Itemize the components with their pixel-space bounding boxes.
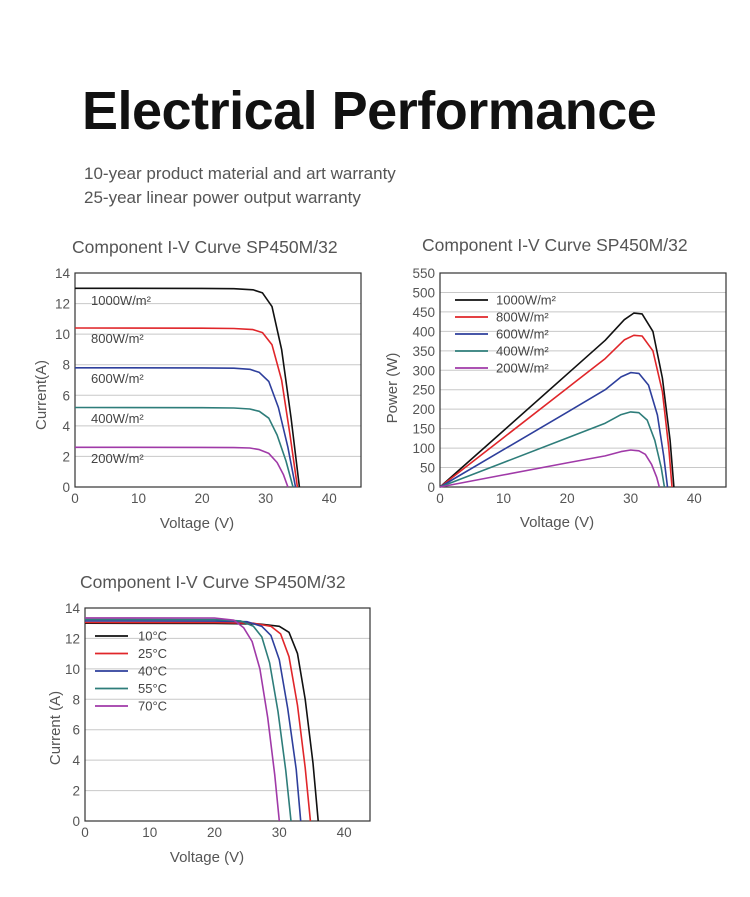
plot-frame — [439, 272, 727, 488]
plot-frame — [74, 272, 362, 488]
series-line — [439, 449, 661, 488]
y-tick-label: 0 — [72, 814, 80, 829]
y-tick-label: 150 — [412, 422, 435, 437]
legend-entry: 55°C — [138, 681, 167, 696]
x-axis-label: Voltage (V) — [160, 515, 234, 532]
series-line — [439, 312, 675, 488]
series-inline-label: 200W/m² — [91, 451, 144, 466]
y-tick-label: 2 — [72, 784, 80, 799]
y-axis-label: Power (W) — [384, 353, 401, 424]
x-tick-label: 40 — [687, 491, 702, 506]
series-line — [74, 287, 301, 488]
y-tick-label: 2 — [62, 449, 70, 464]
y-tick-label: 14 — [55, 266, 71, 281]
legend-entry: 600W/m² — [496, 327, 549, 342]
y-tick-label: 8 — [72, 692, 80, 707]
x-tick-label: 20 — [560, 491, 575, 506]
x-axis-label: Voltage (V) — [170, 849, 244, 866]
x-tick-label: 0 — [436, 491, 444, 506]
y-tick-label: 0 — [427, 480, 435, 495]
x-tick-label: 10 — [142, 825, 157, 840]
x-tick-label: 10 — [131, 491, 146, 506]
y-tick-label: 0 — [62, 480, 70, 495]
x-tick-label: 30 — [258, 491, 273, 506]
chart-2-title: Component I-V Curve SP450M/32 — [422, 235, 688, 255]
series-line — [84, 617, 281, 822]
page-title: Electrical Performance — [82, 81, 657, 141]
y-tick-label: 12 — [65, 631, 80, 646]
y-tick-label: 6 — [62, 388, 70, 403]
legend-entry: 800W/m² — [496, 310, 549, 325]
x-tick-label: 30 — [272, 825, 287, 840]
y-tick-label: 6 — [72, 723, 80, 738]
y-tick-label: 8 — [62, 358, 70, 373]
y-tick-label: 50 — [420, 461, 435, 476]
x-tick-label: 20 — [195, 491, 210, 506]
y-tick-label: 300 — [412, 363, 435, 378]
series-line — [439, 411, 666, 488]
series-line — [74, 327, 299, 488]
series-line — [84, 620, 302, 822]
x-tick-label: 40 — [322, 491, 337, 506]
series-line — [439, 334, 673, 488]
x-tick-label: 20 — [207, 825, 222, 840]
y-axis-label: Current(A) — [33, 360, 50, 430]
x-axis-label: Voltage (V) — [520, 514, 594, 531]
y-axis-label: Current (A) — [47, 691, 64, 765]
y-tick-label: 400 — [412, 324, 435, 339]
x-tick-label: 30 — [623, 491, 638, 506]
y-tick-label: 4 — [72, 753, 80, 768]
legend-entry: 25°C — [138, 646, 167, 661]
y-tick-label: 450 — [412, 305, 435, 320]
series-line — [84, 618, 292, 822]
series-line — [74, 366, 297, 488]
x-tick-label: 0 — [71, 491, 79, 506]
y-tick-label: 200 — [412, 402, 435, 417]
y-tick-label: 10 — [65, 662, 80, 677]
series-inline-label: 1000W/m² — [91, 293, 152, 308]
series-inline-label: 400W/m² — [91, 411, 144, 426]
y-tick-label: 500 — [412, 285, 435, 300]
series-inline-label: 800W/m² — [91, 331, 144, 346]
series-line — [439, 371, 669, 488]
legend-entry: 400W/m² — [496, 344, 549, 359]
legend-entry: 10°C — [138, 629, 167, 644]
series-line — [74, 406, 294, 488]
y-tick-label: 250 — [412, 383, 435, 398]
legend-entry: 70°C — [138, 699, 167, 714]
legend-entry: 200W/m² — [496, 361, 549, 376]
chart-1-title: Component I-V Curve SP450M/32 — [72, 237, 338, 257]
y-tick-label: 12 — [55, 297, 70, 312]
series-line — [74, 446, 289, 488]
y-tick-label: 14 — [65, 601, 81, 616]
x-tick-label: 40 — [337, 825, 352, 840]
warranty-power-line: 25-year linear power output warranty — [84, 188, 361, 207]
x-tick-label: 10 — [496, 491, 511, 506]
x-tick-label: 0 — [81, 825, 89, 840]
y-tick-label: 350 — [412, 344, 435, 359]
y-tick-label: 100 — [412, 441, 435, 456]
legend-entry: 1000W/m² — [496, 293, 557, 308]
series-line — [84, 621, 312, 822]
series-inline-label: 600W/m² — [91, 371, 144, 386]
plot-frame — [84, 607, 371, 822]
chart-3-title: Component I-V Curve SP450M/32 — [80, 572, 346, 592]
warranty-material-line: 10-year product material and art warrant… — [84, 164, 396, 183]
y-tick-label: 4 — [62, 419, 70, 434]
y-tick-label: 550 — [412, 266, 435, 281]
legend-entry: 40°C — [138, 664, 167, 679]
y-tick-label: 10 — [55, 327, 70, 342]
